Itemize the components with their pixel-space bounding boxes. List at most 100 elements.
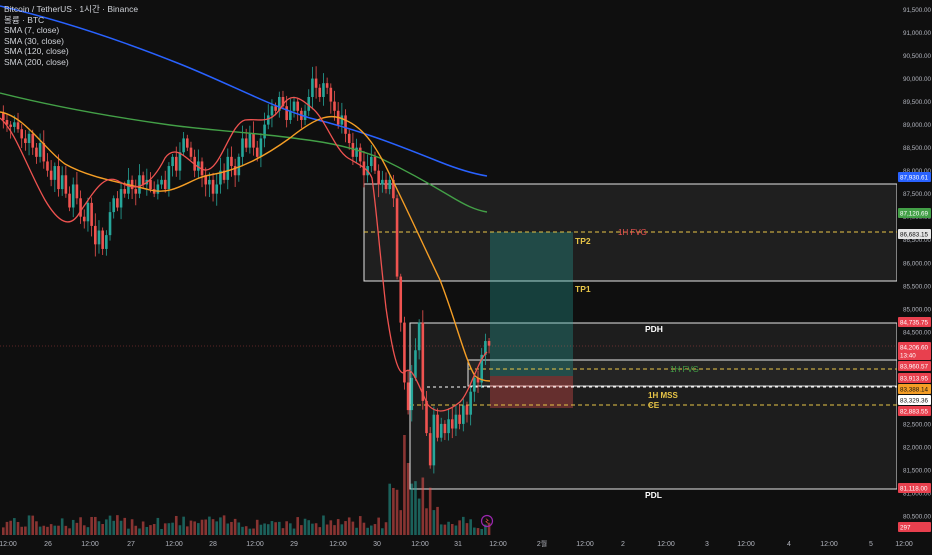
volume-bar: [112, 520, 115, 535]
candle-body: [60, 175, 64, 190]
chart-legend[interactable]: Bitcoin / TetherUS · 1시간 · Binance 볼륨 · …: [4, 4, 138, 67]
volume-bar: [406, 463, 410, 535]
candle-body: [130, 179, 134, 190]
candle-body: [428, 433, 432, 466]
volume-bar: [259, 524, 263, 535]
chart-pane[interactable]: 1H FVG TP2 TP1 PDH 1H FVG 1H MSS CE PDL …: [0, 0, 898, 535]
candle-body: [57, 166, 60, 190]
candle-body: [289, 110, 292, 121]
candle-body: [49, 170, 53, 180]
candle-body: [263, 124, 266, 139]
candle-body: [344, 115, 347, 134]
volume-bar: [325, 524, 329, 535]
volume-bar: [347, 517, 351, 535]
candle-body: [9, 124, 12, 127]
volume-bar: [388, 483, 391, 535]
volume-bar: [307, 520, 311, 535]
volume-bar: [447, 521, 450, 535]
legend-sma200[interactable]: SMA (200, close): [4, 56, 69, 67]
price-badge-text: 87,120.69: [900, 211, 929, 218]
volume-bar: [215, 521, 219, 535]
volume-bar: [410, 483, 414, 535]
volume-bar: [123, 517, 127, 535]
time-tick-label: 12:00: [895, 541, 913, 548]
volume-bar: [381, 528, 384, 535]
tp1-label: TP1: [575, 284, 591, 294]
price-badge: [898, 406, 931, 416]
legend-volume[interactable]: 볼륨 · BTC: [4, 14, 45, 25]
volume-bar: [329, 520, 333, 535]
candle-body: [20, 129, 23, 139]
candle-body: [79, 198, 82, 217]
candle-body: [174, 156, 178, 171]
volume-bar: [68, 528, 71, 535]
legend-sma120[interactable]: SMA (120, close): [4, 46, 69, 56]
time-tick-label: 26: [44, 541, 52, 548]
time-tick-label: 12:00: [246, 541, 264, 548]
price-badge: [898, 361, 931, 371]
candle-body: [112, 198, 115, 213]
fvg-top-label: 1H FVG: [618, 228, 647, 237]
volume-bar: [278, 521, 281, 535]
volume-bar: [90, 516, 93, 535]
price-axis-svg[interactable]: 91,500.00 91,000.00 90,500.00 90,000.00 89,5…: [897, 0, 932, 535]
legend-sma7[interactable]: SMA (7, close): [4, 25, 60, 35]
price-axis-background: [897, 0, 932, 535]
volume-bar: [204, 519, 207, 535]
volume-bar: [141, 521, 145, 535]
volume-bar: [178, 525, 182, 535]
price-chart[interactable]: 1H FVG TP2 TP1 PDH 1H FVG 1H MSS CE PDL: [0, 0, 898, 535]
price-badge: [898, 395, 931, 405]
time-axis-svg[interactable]: 12:00 26 12:00 27 12:00 28 12:00 29 12:00 30 12:00…: [0, 535, 932, 550]
candle-body: [167, 166, 171, 190]
time-tick-label: 12:00: [489, 541, 507, 548]
candle-body: [160, 179, 163, 185]
legend-symbol[interactable]: Bitcoin / TetherUS · 1시간 · Binance: [4, 4, 139, 14]
candle-body: [458, 414, 461, 424]
volume-bar: [222, 515, 226, 535]
price-tick-label: 89,000.00: [903, 122, 932, 129]
volume-bar: [208, 516, 211, 535]
price-tick-label: 80,500.00: [903, 514, 932, 521]
candle-body: [333, 101, 336, 111]
volume-bar: [417, 498, 421, 535]
volume-bar: [171, 522, 174, 535]
candle-body: [53, 166, 57, 180]
candle-body: [255, 147, 259, 157]
candle-body: [450, 419, 454, 429]
candle-body: [381, 179, 384, 185]
volume-bar: [355, 527, 358, 535]
sma120-line: [0, 92, 488, 213]
price-badge-text: 83,960.57: [900, 364, 929, 371]
price-tick-label: 86,000.00: [903, 260, 932, 267]
volume-bar: [167, 523, 171, 535]
candle-body: [377, 170, 380, 185]
price-badge-text: 82,883.55: [900, 409, 929, 416]
volume-bar: [86, 527, 90, 535]
volume-bar: [16, 522, 20, 535]
volume-bar: [101, 523, 104, 535]
volume-bar: [377, 517, 380, 535]
candle-body: [27, 133, 31, 144]
candle-body: [116, 198, 119, 208]
volume-bar: [24, 526, 27, 535]
position-loss-zone[interactable]: [490, 376, 573, 408]
volume-bar: [333, 525, 336, 535]
pdh-pdl-zone: [409, 322, 898, 490]
legend-sma30[interactable]: SMA (30, close): [4, 35, 64, 46]
time-axis[interactable]: 12:00 26 12:00 27 12:00 28 12:00 29 12:00 30 12:00…: [0, 535, 932, 550]
price-axis[interactable]: 91,500.00 91,000.00 90,500.00 90,000.00 89,5…: [897, 0, 932, 535]
volume-bar: [200, 519, 204, 535]
volume-bar: [344, 521, 347, 535]
alert-icon[interactable]: [480, 514, 494, 528]
time-tick-label: 12:00: [657, 541, 675, 548]
price-badge-text: 84,206.60: [900, 345, 929, 352]
price-tick-label: 89,500.00: [903, 99, 932, 106]
candle-body: [473, 377, 476, 392]
volume-bar: [5, 521, 9, 535]
candle-body: [71, 184, 75, 208]
volume-bar: [79, 517, 82, 535]
position-profit-zone[interactable]: [490, 232, 573, 376]
volume-bar: [252, 528, 255, 535]
volume-bar: [138, 528, 141, 535]
